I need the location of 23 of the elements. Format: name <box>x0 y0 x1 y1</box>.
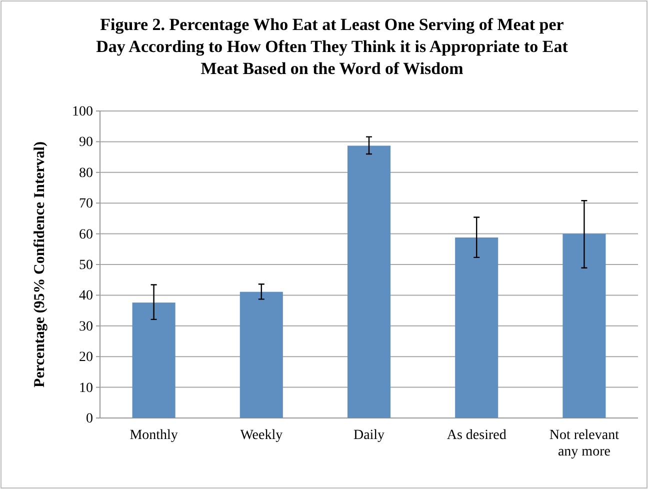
y-tick-label: 0 <box>86 411 93 426</box>
y-tick-label: 50 <box>79 258 93 273</box>
chart-title: Figure 2. Percentage Who Eat at Least One Serving of Meat per Day According to How Often They Think it is Appropriate to Eat Meat Based on the Word of Wisdom <box>96 15 568 78</box>
y-tick-label: 70 <box>79 196 93 212</box>
y-tick-label: 90 <box>79 135 93 150</box>
y-tick-label: 100 <box>72 104 93 120</box>
y-tick-label: 60 <box>79 227 93 242</box>
bar <box>562 234 606 418</box>
y-tick-label: 10 <box>79 380 93 396</box>
bar <box>132 302 176 418</box>
y-tick-label: 80 <box>79 166 93 181</box>
x-tick-label: Weekly <box>240 428 283 444</box>
x-tick-label: Not relevant any more <box>549 428 620 460</box>
y-tick-label: 30 <box>79 319 93 334</box>
x-tick-label: Monthly <box>130 428 178 444</box>
y-tick-label: 40 <box>79 288 93 304</box>
bar <box>240 292 283 418</box>
bar <box>347 146 391 418</box>
y-tick-label: 20 <box>79 350 93 366</box>
x-tick-label: As desired <box>446 428 506 444</box>
y-axis-title: Percentage (95% Confidence Interval) <box>32 142 48 388</box>
bar <box>455 237 498 418</box>
x-tick-label: Daily <box>353 428 385 444</box>
